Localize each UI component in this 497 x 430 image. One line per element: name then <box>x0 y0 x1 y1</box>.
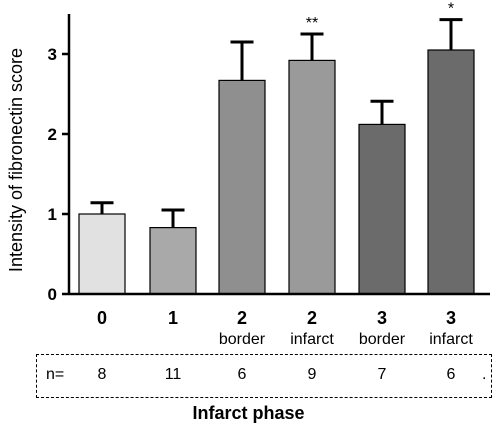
n-value-4: 7 <box>377 366 387 383</box>
n-value-0: 8 <box>97 366 107 383</box>
y-tick-label-2: 2 <box>48 125 57 144</box>
x-tick-sublabel-5: infarct <box>429 331 473 348</box>
x-tick-label-5: 3 <box>446 308 456 328</box>
significance-label-5: * <box>448 1 454 18</box>
bar-1 <box>149 227 197 295</box>
x-tick-label-0: 0 <box>97 308 107 328</box>
y-axis-label: Intensity of fibronectin score <box>6 48 26 272</box>
x-tick-sublabel-3: infarct <box>290 331 334 348</box>
n-value-2: 6 <box>237 366 247 383</box>
n-row-end: . <box>482 366 487 383</box>
n-value-3: 9 <box>307 366 317 383</box>
bar-4 <box>358 123 406 295</box>
y-tick-label-3: 3 <box>48 45 57 64</box>
x-tick-sublabel-4: border <box>359 331 406 348</box>
plot-area: 0 1 2 border ** 2 infarct 3 border * 3 infarct 0 1 2 3 <box>48 1 490 348</box>
n-value-5: 6 <box>446 366 456 383</box>
y-tick-label-0: 0 <box>48 285 57 304</box>
x-axis-title: Infarct phase <box>192 403 305 423</box>
x-tick-label-4: 3 <box>377 308 387 328</box>
x-tick-label-1: 1 <box>168 308 178 328</box>
y-tick-label-1: 1 <box>48 205 57 224</box>
x-tick-label-2: 2 <box>237 308 247 328</box>
bar-0 <box>78 213 126 295</box>
significance-label-3: ** <box>306 15 318 32</box>
bar-3 <box>288 59 336 295</box>
bar-chart: 0 1 2border**2infarct3border*3infarct0123 … <box>6 1 490 348</box>
n-value-1: 11 <box>164 366 182 383</box>
x-tick-label-3: 2 <box>307 308 317 328</box>
n-count-box <box>36 354 492 398</box>
x-tick-sublabel-2: border <box>219 331 266 348</box>
bar-5 <box>427 49 475 295</box>
bar-2 <box>218 79 266 295</box>
n-label: n= <box>46 366 65 383</box>
